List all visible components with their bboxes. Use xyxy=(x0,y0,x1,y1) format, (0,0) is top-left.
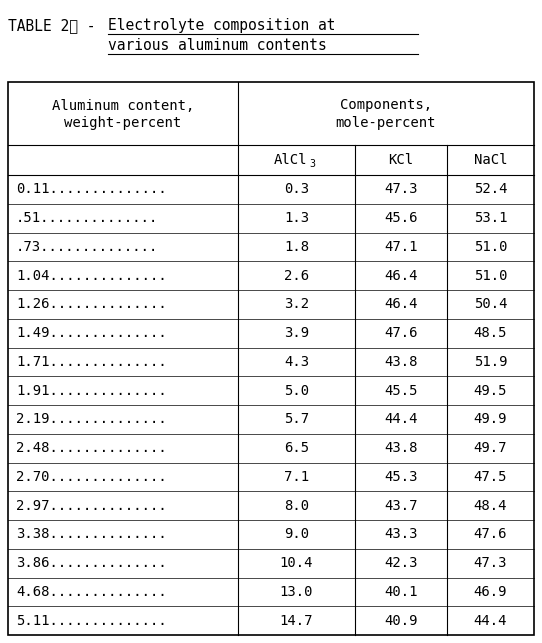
Text: 4.68..............: 4.68.............. xyxy=(16,585,167,599)
Text: 0.11..............: 0.11.............. xyxy=(16,183,167,196)
Text: NaCl: NaCl xyxy=(474,153,507,167)
Text: 3.9: 3.9 xyxy=(284,326,309,340)
Text: 8.0: 8.0 xyxy=(284,498,309,512)
Bar xyxy=(8,82,534,635)
Text: 42.3: 42.3 xyxy=(384,556,418,570)
Text: 4.3: 4.3 xyxy=(284,355,309,369)
Text: Components,: Components, xyxy=(340,98,432,113)
Text: 47.6: 47.6 xyxy=(384,326,418,340)
Text: 5.7: 5.7 xyxy=(284,412,309,426)
Text: 7.1: 7.1 xyxy=(284,470,309,484)
Text: 5.0: 5.0 xyxy=(284,384,309,397)
Text: 50.4: 50.4 xyxy=(474,297,507,311)
Text: 52.4: 52.4 xyxy=(474,183,507,196)
Text: 46.4: 46.4 xyxy=(384,269,418,283)
Text: 49.5: 49.5 xyxy=(474,384,507,397)
Text: 43.8: 43.8 xyxy=(384,441,418,455)
Text: 3.86..............: 3.86.............. xyxy=(16,556,167,570)
Text: 1.91..............: 1.91.............. xyxy=(16,384,167,397)
Text: 13.0: 13.0 xyxy=(280,585,313,599)
Text: 2.19..............: 2.19.............. xyxy=(16,412,167,426)
Text: TABLE 2⸲ -: TABLE 2⸲ - xyxy=(8,18,104,33)
Text: 2.6: 2.6 xyxy=(284,269,309,283)
Text: 3: 3 xyxy=(309,159,315,169)
Text: Electrolyte composition at: Electrolyte composition at xyxy=(108,18,335,33)
Text: 47.5: 47.5 xyxy=(474,470,507,484)
Text: various aluminum contents: various aluminum contents xyxy=(108,38,327,53)
Text: 45.5: 45.5 xyxy=(384,384,418,397)
Text: 53.1: 53.1 xyxy=(474,211,507,225)
Text: 1.3: 1.3 xyxy=(284,211,309,225)
Text: weight-percent: weight-percent xyxy=(64,116,182,131)
Text: 40.9: 40.9 xyxy=(384,613,418,628)
Text: 44.4: 44.4 xyxy=(384,412,418,426)
Text: KCl: KCl xyxy=(389,153,414,167)
Text: 48.5: 48.5 xyxy=(474,326,507,340)
Text: 51.0: 51.0 xyxy=(474,240,507,254)
Text: 44.4: 44.4 xyxy=(474,613,507,628)
Text: 46.4: 46.4 xyxy=(384,297,418,311)
Text: AlCl: AlCl xyxy=(274,153,307,167)
Text: 0.3: 0.3 xyxy=(284,183,309,196)
Text: 9.0: 9.0 xyxy=(284,527,309,541)
Text: 47.6: 47.6 xyxy=(474,527,507,541)
Text: 45.3: 45.3 xyxy=(384,470,418,484)
Text: 51.9: 51.9 xyxy=(474,355,507,369)
Text: 1.04..............: 1.04.............. xyxy=(16,269,167,283)
Text: 47.3: 47.3 xyxy=(474,556,507,570)
Text: .73..............: .73.............. xyxy=(16,240,158,254)
Text: 46.9: 46.9 xyxy=(474,585,507,599)
Text: 3.2: 3.2 xyxy=(284,297,309,311)
Text: 48.4: 48.4 xyxy=(474,498,507,512)
Text: 2.48..............: 2.48.............. xyxy=(16,441,167,455)
Text: 43.7: 43.7 xyxy=(384,498,418,512)
Text: 3.38..............: 3.38.............. xyxy=(16,527,167,541)
Text: 10.4: 10.4 xyxy=(280,556,313,570)
Text: 14.7: 14.7 xyxy=(280,613,313,628)
Text: 40.1: 40.1 xyxy=(384,585,418,599)
Text: 45.6: 45.6 xyxy=(384,211,418,225)
Text: 47.3: 47.3 xyxy=(384,183,418,196)
Text: 2.97..............: 2.97.............. xyxy=(16,498,167,512)
Text: Aluminum content,: Aluminum content, xyxy=(52,98,194,113)
Text: mole-percent: mole-percent xyxy=(335,116,436,131)
Text: 6.5: 6.5 xyxy=(284,441,309,455)
Text: 49.7: 49.7 xyxy=(474,441,507,455)
Text: 47.1: 47.1 xyxy=(384,240,418,254)
Text: 1.71..............: 1.71.............. xyxy=(16,355,167,369)
Text: 43.3: 43.3 xyxy=(384,527,418,541)
Text: 1.8: 1.8 xyxy=(284,240,309,254)
Text: 1.26..............: 1.26.............. xyxy=(16,297,167,311)
Text: 49.9: 49.9 xyxy=(474,412,507,426)
Text: 51.0: 51.0 xyxy=(474,269,507,283)
Text: 5.11..............: 5.11.............. xyxy=(16,613,167,628)
Text: 1.49..............: 1.49.............. xyxy=(16,326,167,340)
Text: .51..............: .51.............. xyxy=(16,211,158,225)
Text: 43.8: 43.8 xyxy=(384,355,418,369)
Text: 2.70..............: 2.70.............. xyxy=(16,470,167,484)
